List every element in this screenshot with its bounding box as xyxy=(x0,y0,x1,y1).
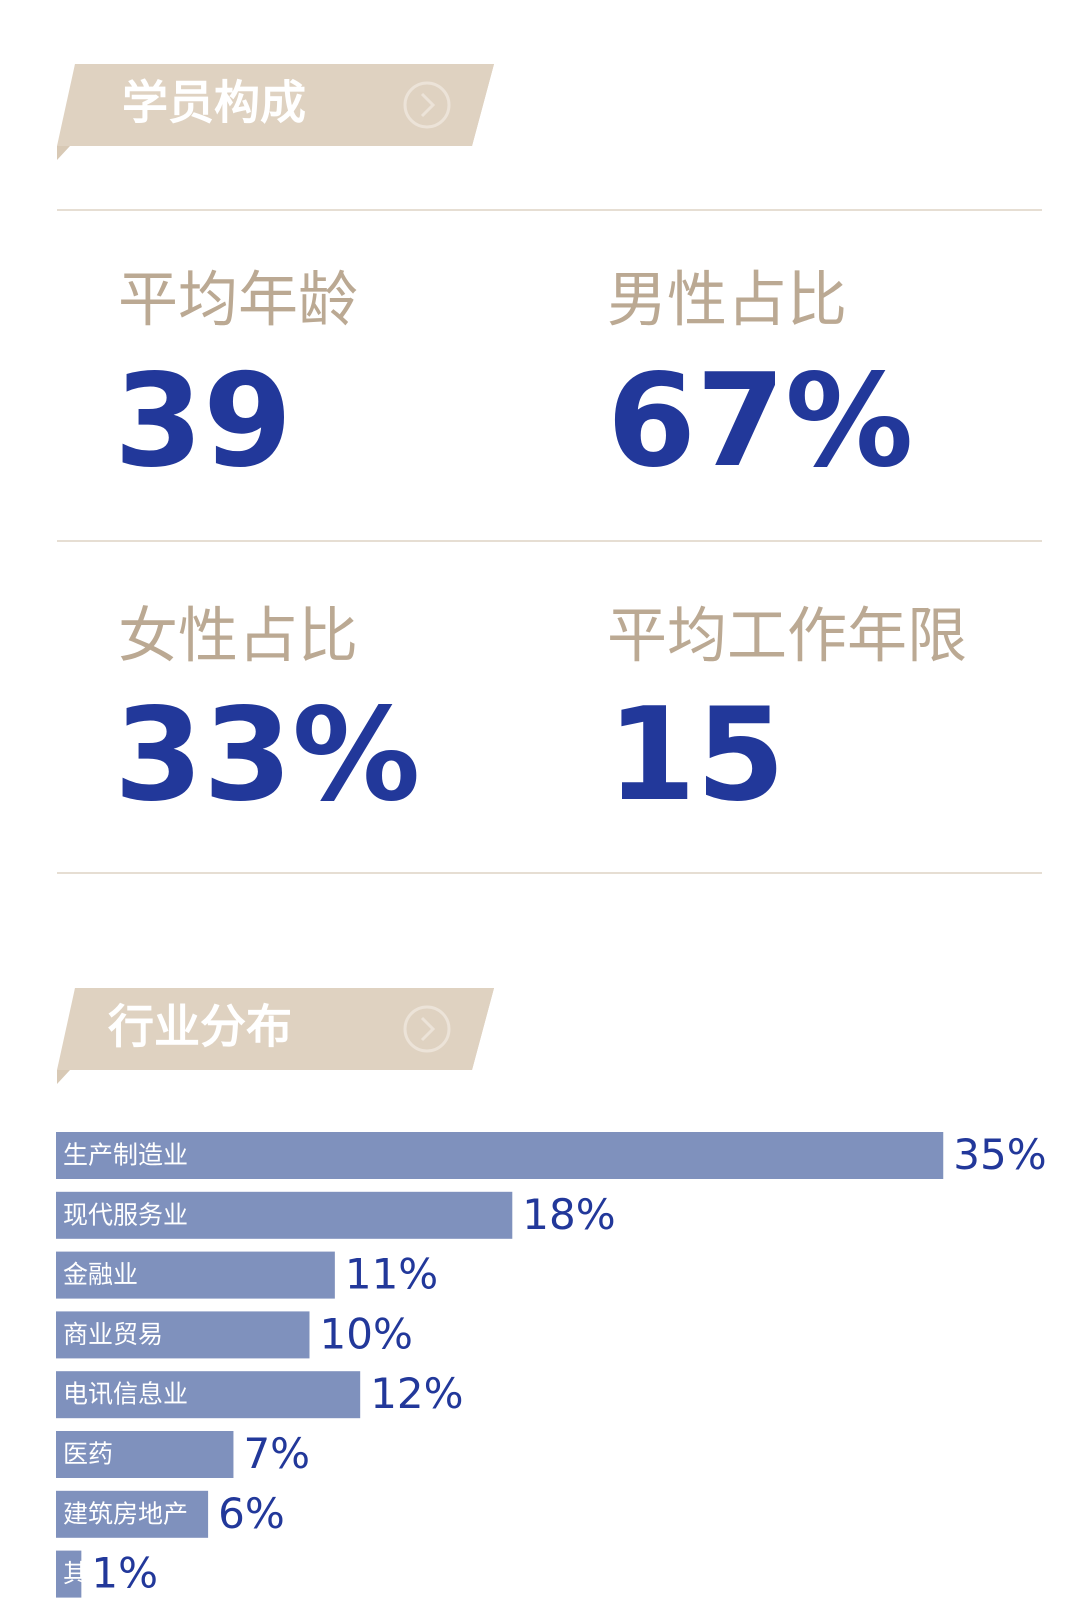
bar-chart: 生产制造业 35% 现代服务业 18% 金融业 11% 商业贸易 10% 电讯信息业 12% 医药 7… xyxy=(56,1130,1047,1598)
bar xyxy=(56,1132,944,1179)
value-label: 7% xyxy=(243,1429,310,1478)
bar xyxy=(56,1550,82,1598)
icon xyxy=(403,81,451,129)
banner-shape xyxy=(57,64,494,146)
stat-label: 男性占比 xyxy=(607,266,847,336)
bar xyxy=(56,1431,234,1478)
banner-shape xyxy=(57,988,494,1070)
stat-value: 33% xyxy=(114,681,420,830)
icon xyxy=(403,1005,451,1053)
bar-category: 金融业 xyxy=(63,1260,138,1289)
bar xyxy=(56,1490,209,1538)
value-label: 10% xyxy=(320,1309,413,1358)
value-label: 11% xyxy=(345,1250,438,1299)
bar-category: 其他 xyxy=(63,1559,113,1588)
value-label: 1% xyxy=(91,1549,158,1598)
value-label: 6% xyxy=(218,1489,285,1538)
section-title: 学员构成 xyxy=(122,76,306,130)
stat-label: 平均工作年限 xyxy=(607,602,967,672)
bar-category: 商业贸易 xyxy=(63,1320,163,1349)
banner: 行业分布 xyxy=(57,988,494,1084)
value-label: 12% xyxy=(370,1369,463,1418)
bar xyxy=(56,1251,335,1299)
bar-category: 医药 xyxy=(63,1440,113,1469)
banner: 学员构成 xyxy=(57,64,494,160)
bar xyxy=(56,1311,310,1359)
bar-category: 建筑房地产 xyxy=(63,1499,188,1528)
bar-category: 电讯信息业 xyxy=(63,1380,188,1409)
stat-label: 平均年龄 xyxy=(118,266,358,336)
bar xyxy=(56,1191,513,1239)
stat-value: 67% xyxy=(607,347,913,496)
bar xyxy=(56,1371,361,1419)
stat-value: 39 xyxy=(114,347,292,496)
bar-category: 现代服务业 xyxy=(63,1200,188,1229)
value-label: 18% xyxy=(522,1190,615,1239)
stat-label: 女性占比 xyxy=(118,602,358,672)
value-label: 35% xyxy=(953,1130,1046,1179)
icon xyxy=(420,92,436,118)
section-title: 行业分布 xyxy=(108,1000,292,1054)
bar-category: 生产制造业 xyxy=(63,1141,188,1170)
stat-value: 15 xyxy=(607,681,785,830)
icon xyxy=(420,1016,436,1042)
